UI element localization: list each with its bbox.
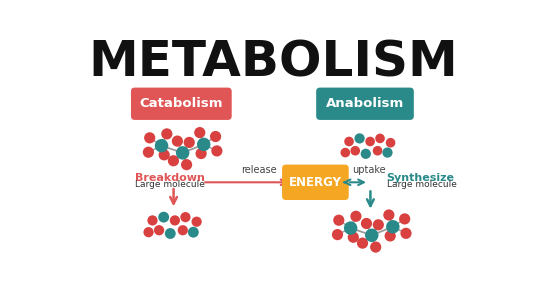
Point xyxy=(181,215,190,220)
Point xyxy=(173,139,182,143)
Point xyxy=(171,218,179,223)
Point xyxy=(373,148,382,153)
Point xyxy=(160,152,168,157)
Point xyxy=(351,148,359,153)
Point xyxy=(386,140,395,145)
FancyBboxPatch shape xyxy=(131,88,232,120)
Point xyxy=(146,135,154,140)
Point xyxy=(185,140,193,145)
Text: Synthesize: Synthesize xyxy=(387,173,455,184)
Point xyxy=(356,136,364,141)
Point xyxy=(166,231,174,236)
Point xyxy=(144,230,153,235)
Point xyxy=(383,150,392,155)
Point xyxy=(196,130,204,135)
Point xyxy=(352,214,360,219)
Point xyxy=(169,158,177,163)
Text: Catabolism: Catabolism xyxy=(140,97,223,110)
Text: uptake: uptake xyxy=(352,165,386,175)
Point xyxy=(199,142,208,147)
Point xyxy=(362,221,371,226)
Point xyxy=(179,151,187,155)
Text: Breakdown: Breakdown xyxy=(135,173,205,184)
Point xyxy=(366,139,374,144)
Point xyxy=(386,233,394,238)
Point xyxy=(179,228,187,232)
Point xyxy=(189,230,198,235)
Point xyxy=(389,224,397,229)
FancyBboxPatch shape xyxy=(316,88,414,120)
Point xyxy=(346,226,355,230)
Point xyxy=(211,134,220,139)
Point xyxy=(213,148,221,153)
Point xyxy=(367,233,376,238)
Point xyxy=(159,215,168,220)
Point xyxy=(333,232,342,237)
Point xyxy=(358,241,367,245)
Point xyxy=(374,222,383,227)
Text: Large molecule: Large molecule xyxy=(135,180,205,189)
Point xyxy=(402,231,410,236)
Text: Anabolism: Anabolism xyxy=(326,97,404,110)
Point xyxy=(400,217,409,221)
Point xyxy=(155,228,163,232)
Point xyxy=(197,151,205,156)
Point xyxy=(157,143,166,148)
Point xyxy=(361,152,370,156)
Text: METABOLISM: METABOLISM xyxy=(88,39,458,87)
Point xyxy=(148,218,157,223)
Point xyxy=(376,136,384,141)
Point xyxy=(192,219,201,224)
Point xyxy=(349,235,358,240)
FancyBboxPatch shape xyxy=(282,165,349,200)
Point xyxy=(335,218,343,223)
Text: release: release xyxy=(241,165,277,175)
Point xyxy=(341,150,350,155)
Point xyxy=(182,162,191,167)
Text: Large molecule: Large molecule xyxy=(387,180,457,189)
Point xyxy=(345,139,353,144)
Point xyxy=(144,150,152,154)
Text: ENERGY: ENERGY xyxy=(289,176,342,189)
Point xyxy=(163,131,171,136)
Point xyxy=(385,213,393,218)
Point xyxy=(372,245,380,250)
